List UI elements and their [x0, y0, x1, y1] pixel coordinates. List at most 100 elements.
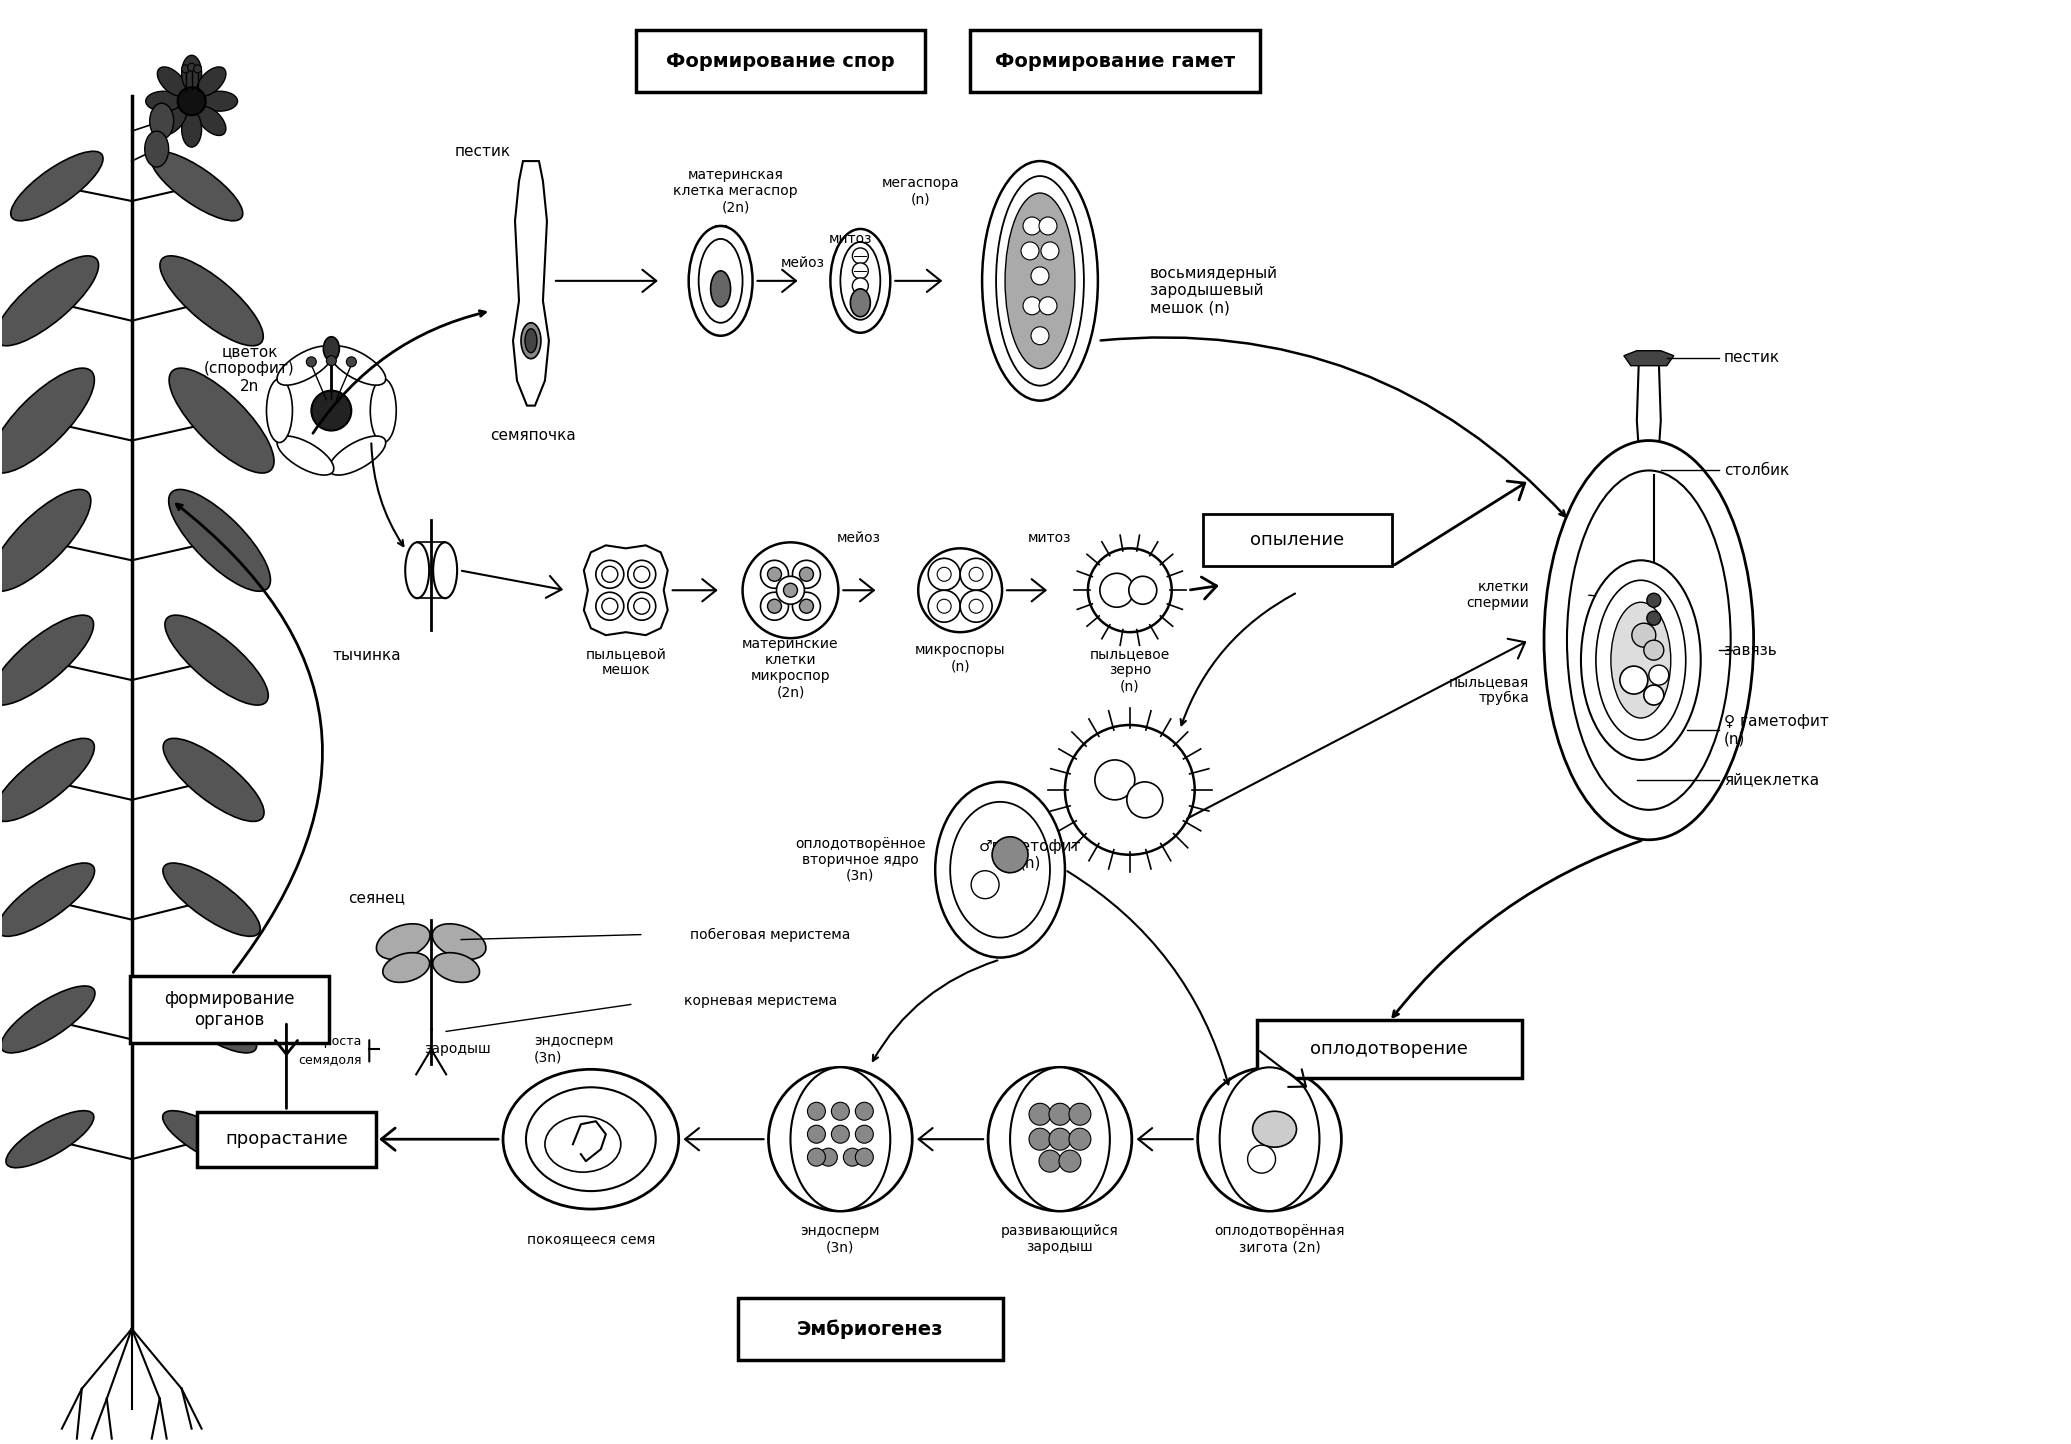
Circle shape: [992, 836, 1027, 872]
Circle shape: [938, 567, 951, 582]
Circle shape: [830, 1102, 849, 1121]
Text: пыльцевая
трубка: пыльцевая трубка: [1450, 674, 1528, 705]
Ellipse shape: [0, 864, 95, 936]
Ellipse shape: [377, 924, 431, 959]
Ellipse shape: [1580, 560, 1700, 760]
Ellipse shape: [853, 248, 868, 264]
Circle shape: [777, 576, 804, 604]
Circle shape: [603, 566, 617, 582]
Ellipse shape: [197, 66, 226, 95]
Ellipse shape: [145, 131, 168, 168]
Circle shape: [988, 1067, 1133, 1212]
Circle shape: [808, 1125, 826, 1144]
Ellipse shape: [197, 107, 226, 136]
Text: семяпочка: семяпочка: [491, 427, 576, 443]
Circle shape: [628, 560, 657, 588]
Text: покоящееся семя: покоящееся семя: [526, 1232, 654, 1246]
Ellipse shape: [996, 176, 1083, 386]
Circle shape: [1646, 593, 1661, 608]
Polygon shape: [584, 546, 667, 635]
Text: мейоз: мейоз: [781, 256, 824, 270]
Text: яйцеклетка: яйцеклетка: [1723, 773, 1818, 787]
Ellipse shape: [1220, 1067, 1319, 1212]
Circle shape: [346, 357, 356, 367]
Circle shape: [634, 566, 650, 582]
Ellipse shape: [1597, 580, 1686, 739]
Ellipse shape: [157, 66, 186, 95]
Circle shape: [799, 599, 814, 614]
Circle shape: [830, 1125, 849, 1144]
Circle shape: [596, 592, 623, 619]
Text: прорастание: прорастание: [226, 1131, 348, 1148]
Circle shape: [311, 391, 352, 430]
Ellipse shape: [791, 1067, 891, 1212]
Ellipse shape: [433, 924, 487, 959]
Circle shape: [1649, 666, 1669, 684]
Ellipse shape: [830, 230, 891, 332]
Ellipse shape: [182, 111, 201, 147]
Ellipse shape: [164, 738, 263, 822]
Text: завязь: завязь: [1723, 643, 1777, 657]
Text: тычинка: тычинка: [333, 647, 402, 663]
Circle shape: [1040, 297, 1056, 315]
Text: побеговая меристема: побеговая меристема: [690, 927, 851, 941]
Bar: [737, 1298, 1002, 1360]
Ellipse shape: [1011, 1067, 1110, 1212]
Text: оплодотворение: оплодотворение: [1311, 1040, 1468, 1058]
Ellipse shape: [329, 436, 385, 475]
Ellipse shape: [170, 368, 273, 474]
Circle shape: [1644, 640, 1663, 660]
Circle shape: [603, 598, 617, 614]
Ellipse shape: [433, 953, 480, 982]
Text: мегаспора
(n): мегаспора (n): [882, 176, 959, 206]
Circle shape: [808, 1102, 826, 1121]
Circle shape: [855, 1148, 874, 1167]
Ellipse shape: [526, 1087, 657, 1191]
Circle shape: [969, 567, 984, 582]
Ellipse shape: [323, 336, 340, 361]
Text: пестик: пестик: [456, 143, 512, 159]
Polygon shape: [1624, 351, 1673, 365]
Circle shape: [596, 560, 623, 588]
Text: митоз: митоз: [1027, 531, 1071, 546]
Ellipse shape: [164, 1110, 251, 1168]
Circle shape: [628, 592, 657, 619]
Circle shape: [1031, 326, 1050, 345]
Circle shape: [1064, 725, 1195, 855]
Circle shape: [799, 567, 814, 582]
Ellipse shape: [0, 986, 95, 1053]
Ellipse shape: [710, 271, 731, 306]
Circle shape: [1632, 624, 1657, 647]
Bar: [130, 976, 329, 1044]
Text: эндосперм
(3n): эндосперм (3n): [534, 1034, 613, 1064]
Polygon shape: [1636, 361, 1661, 481]
Ellipse shape: [10, 152, 104, 221]
Ellipse shape: [936, 781, 1064, 957]
Ellipse shape: [0, 615, 93, 705]
Ellipse shape: [690, 225, 752, 336]
Bar: [197, 1112, 377, 1167]
Circle shape: [1087, 549, 1172, 632]
Text: зародыш: зародыш: [425, 1043, 491, 1057]
Circle shape: [1100, 573, 1133, 608]
Circle shape: [928, 591, 961, 622]
Circle shape: [768, 1067, 911, 1212]
Circle shape: [855, 1102, 874, 1121]
Circle shape: [768, 567, 781, 582]
Ellipse shape: [503, 1070, 679, 1209]
Circle shape: [1031, 267, 1050, 284]
Text: эндосперм
(3n): эндосперм (3n): [801, 1225, 880, 1253]
Polygon shape: [514, 162, 549, 406]
Text: материнская
клетка мегаспор
(2n): материнская клетка мегаспор (2n): [673, 168, 797, 214]
Text: корневая меристема: корневая меристема: [683, 995, 837, 1008]
Circle shape: [1023, 217, 1042, 235]
Ellipse shape: [545, 1116, 621, 1173]
Circle shape: [760, 560, 789, 588]
Circle shape: [783, 583, 797, 598]
Ellipse shape: [201, 91, 238, 111]
Circle shape: [808, 1148, 826, 1167]
Ellipse shape: [6, 1110, 93, 1168]
Circle shape: [1023, 297, 1042, 315]
Circle shape: [1069, 1128, 1091, 1151]
Circle shape: [971, 871, 998, 898]
